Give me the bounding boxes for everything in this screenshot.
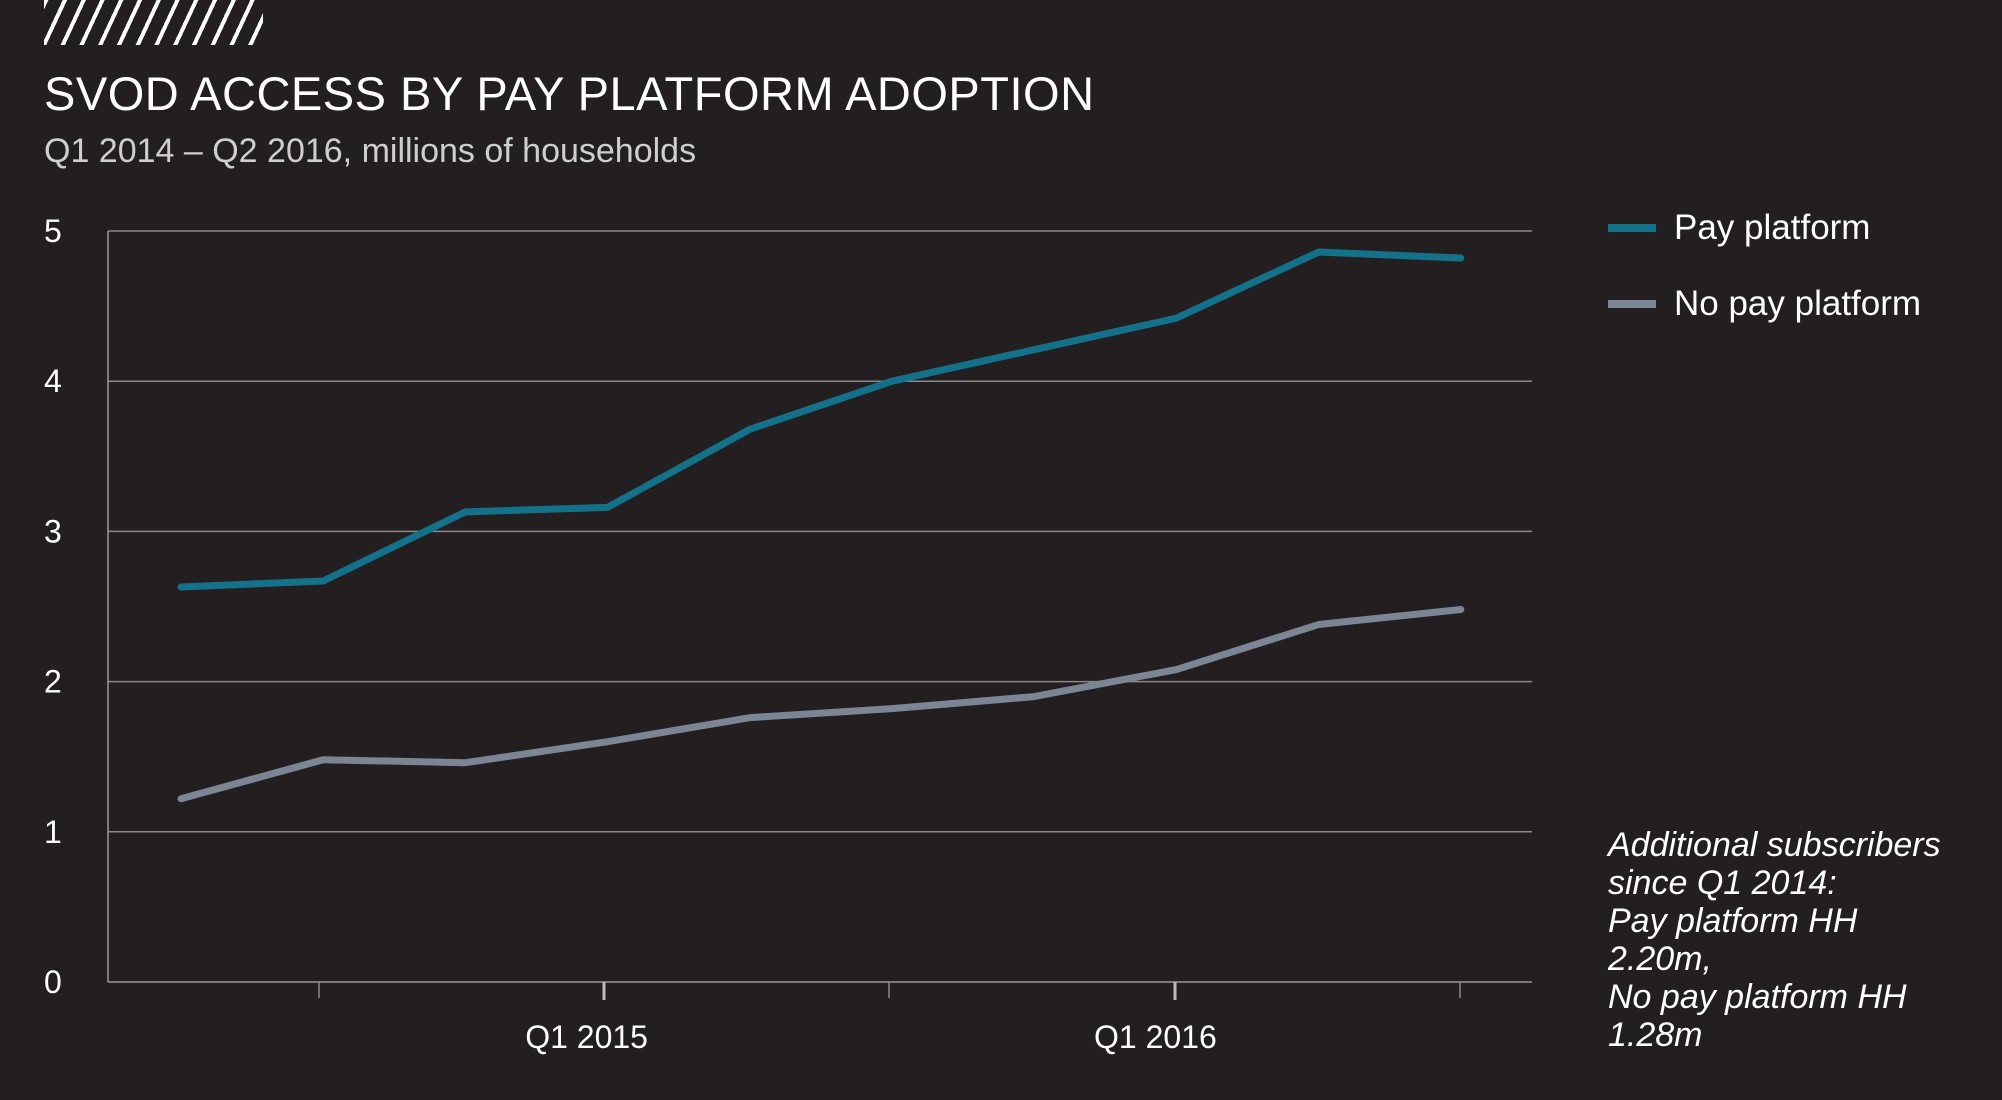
- legend: Pay platform No pay platform: [1608, 208, 1921, 360]
- series-line-pay-platform: [177, 248, 1465, 591]
- y-tick-label: 0: [44, 964, 62, 1000]
- y-tick-label: 5: [44, 213, 62, 249]
- legend-item-no-pay-platform: No pay platform: [1608, 284, 1921, 324]
- legend-label-no-pay-platform: No pay platform: [1674, 284, 1922, 323]
- note-line: No pay platform HH: [1608, 978, 1907, 1016]
- legend-swatch-no-pay-platform: [1608, 300, 1656, 308]
- chart-subtitle: Q1 2014 – Q2 2016, millions of household…: [44, 132, 697, 170]
- legend-swatch-pay-platform: [1608, 224, 1656, 232]
- y-tick-label: 1: [44, 814, 62, 850]
- note-line: Additional subscribers: [1608, 826, 1941, 864]
- decorative-hatch: [44, 0, 263, 45]
- legend-label-pay-platform: Pay platform: [1674, 208, 1871, 247]
- note-line: since Q1 2014:: [1608, 864, 1837, 902]
- legend-item-pay-platform: Pay platform: [1608, 208, 1921, 248]
- x-tick-label: Q1 2016: [1094, 1019, 1217, 1055]
- y-tick-label: 4: [44, 363, 62, 399]
- note-line: Pay platform HH: [1608, 902, 1858, 940]
- y-tick-label: 3: [44, 513, 62, 549]
- note-line: 1.28m: [1608, 1016, 1703, 1054]
- x-tick-label: Q1 2015: [525, 1019, 648, 1055]
- series-line-no-pay-platform: [177, 606, 1465, 803]
- note-line: 2.20m,: [1608, 940, 1712, 978]
- chart-title: SVOD ACCESS BY PAY PLATFORM ADOPTION: [44, 67, 1095, 120]
- y-tick-label: 2: [44, 664, 62, 700]
- additional-subscribers-note: Additional subscribers since Q1 2014: Pa…: [1608, 826, 1998, 1054]
